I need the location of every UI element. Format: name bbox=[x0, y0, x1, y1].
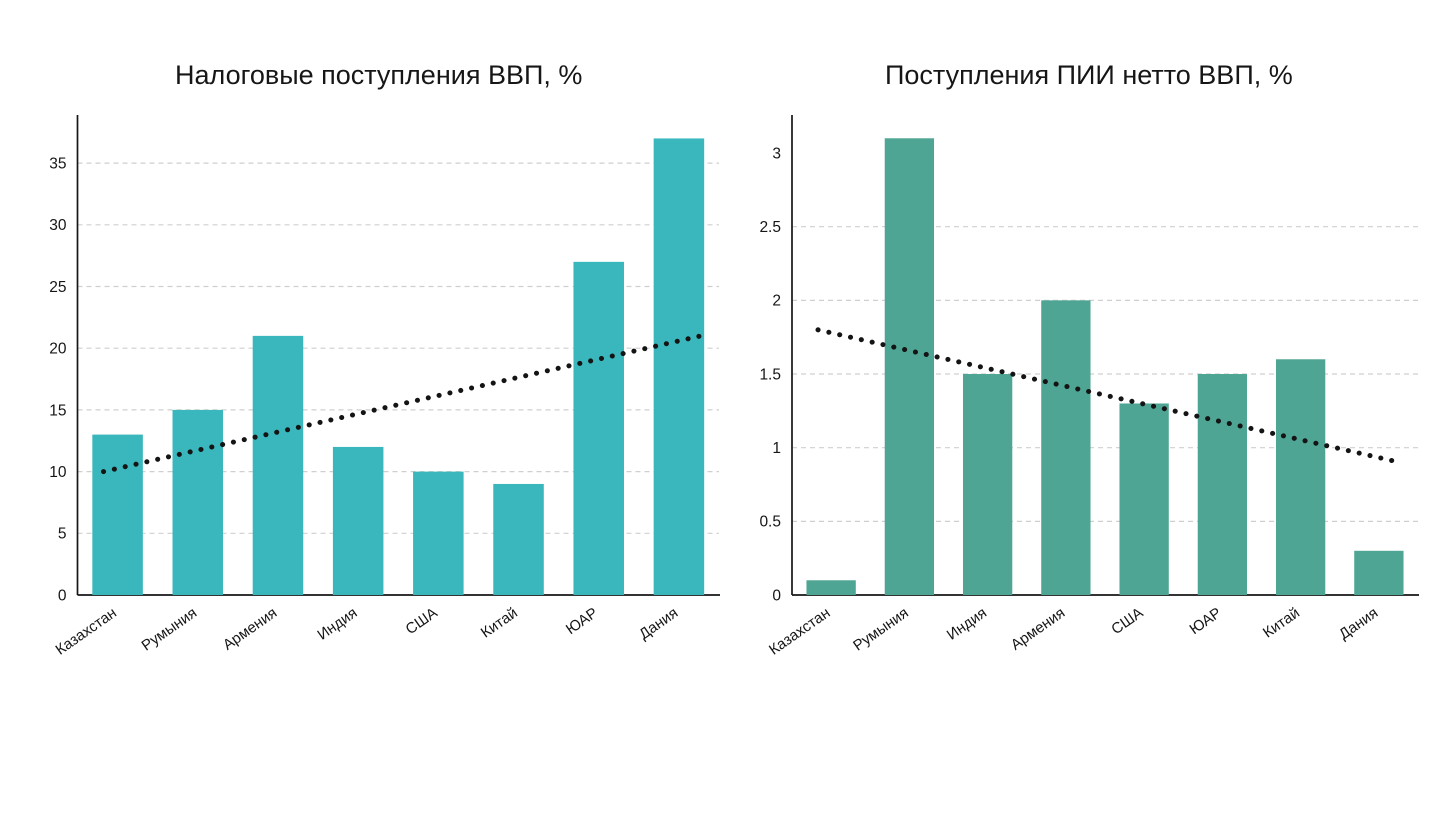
svg-text:2.5: 2.5 bbox=[759, 219, 781, 236]
svg-text:10: 10 bbox=[49, 464, 67, 481]
svg-text:Армения: Армения bbox=[220, 604, 280, 653]
svg-text:0.5: 0.5 bbox=[759, 514, 781, 531]
svg-text:Индия: Индия bbox=[314, 604, 360, 643]
svg-text:ЮАР: ЮАР bbox=[563, 604, 601, 638]
svg-text:0: 0 bbox=[772, 587, 781, 604]
svg-text:15: 15 bbox=[49, 402, 66, 419]
svg-text:5: 5 bbox=[58, 526, 67, 543]
svg-text:25: 25 bbox=[49, 279, 66, 296]
svg-text:Индия: Индия bbox=[944, 604, 990, 643]
svg-text:Дания: Дания bbox=[636, 604, 681, 643]
svg-text:1.5: 1.5 bbox=[759, 366, 781, 383]
svg-text:0: 0 bbox=[58, 587, 67, 604]
svg-text:Китай: Китай bbox=[478, 604, 521, 641]
svg-text:2: 2 bbox=[772, 293, 781, 310]
svg-text:35: 35 bbox=[49, 156, 66, 173]
svg-text:3: 3 bbox=[772, 145, 781, 162]
svg-text:Румыния: Румыния bbox=[850, 604, 912, 654]
svg-text:США: США bbox=[403, 604, 441, 638]
svg-text:США: США bbox=[1108, 604, 1146, 638]
svg-text:1: 1 bbox=[772, 440, 781, 457]
svg-text:30: 30 bbox=[49, 217, 67, 234]
svg-text:Казахстан: Казахстан bbox=[53, 604, 120, 658]
svg-text:Дания: Дания bbox=[1336, 604, 1381, 643]
svg-text:Армения: Армения bbox=[1008, 604, 1068, 653]
svg-text:20: 20 bbox=[49, 341, 67, 358]
svg-text:Казахстан: Казахстан bbox=[766, 604, 833, 658]
svg-text:Китай: Китай bbox=[1260, 604, 1303, 641]
svg-text:ЮАР: ЮАР bbox=[1187, 604, 1225, 638]
svg-text:Румыния: Румыния bbox=[139, 604, 201, 654]
